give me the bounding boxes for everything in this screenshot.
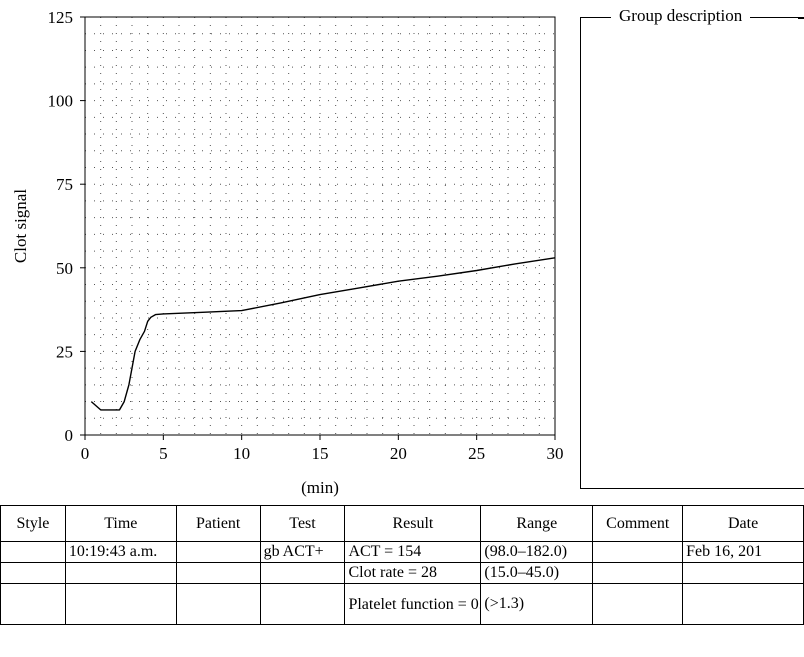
x-tick-label: 0	[81, 444, 90, 463]
cell-result: Platelet function = 0.1	[344, 583, 482, 625]
cell-test	[259, 562, 346, 584]
header-test: Test	[259, 505, 346, 542]
cell-time: 10:19:43 a.m.	[64, 541, 177, 563]
clot-signal-line	[90, 257, 556, 411]
cell-comment	[592, 541, 684, 563]
header-comment: Comment	[592, 505, 684, 542]
cell-style	[0, 583, 66, 625]
cell-time	[64, 562, 177, 584]
x-tick-label: 5	[159, 444, 168, 463]
x-tick-label: 20	[390, 444, 407, 463]
cell-test	[259, 583, 346, 625]
header-date: Date	[682, 505, 804, 542]
cell-patient	[175, 541, 261, 563]
cell-range: (15.0–45.0)	[480, 562, 594, 584]
cell-time	[64, 583, 177, 625]
x-tick-label: 10	[233, 444, 250, 463]
cell-date: Feb 16, 201	[682, 541, 804, 563]
cell-date	[682, 562, 804, 584]
table-header-row: Style Time Patient Test Result Range Com…	[0, 505, 804, 542]
y-tick-label: 0	[65, 426, 74, 445]
cell-result: ACT = 154	[344, 541, 482, 563]
series-group	[90, 257, 556, 411]
legend-dash	[798, 18, 804, 19]
header-time: Time	[64, 505, 177, 542]
cell-comment	[592, 562, 684, 584]
cell-style	[0, 562, 66, 584]
plot-frame	[84, 16, 556, 436]
header-patient: Patient	[175, 505, 261, 542]
x-tick-label: 15	[312, 444, 329, 463]
cell-result: Clot rate = 28	[344, 562, 482, 584]
y-axis: 0 25 50 75 100 125	[48, 8, 85, 445]
cell-comment	[592, 583, 684, 625]
x-axis: 0 5 10 15 20 25 30	[81, 435, 564, 463]
cell-range: (>1.3)	[480, 583, 594, 625]
y-axis-label: Clot signal	[11, 189, 30, 263]
results-table: Style Time Patient Test Result Range Com…	[0, 505, 804, 625]
cell-patient	[175, 583, 261, 625]
table-row: Clot rate = 28 (15.0–45.0)	[0, 562, 804, 584]
cell-date	[682, 583, 804, 625]
header-style: Style	[0, 505, 66, 542]
y-tick-label: 100	[48, 92, 74, 111]
header-range: Range	[480, 505, 594, 542]
cell-test: gb ACT+	[259, 541, 346, 563]
y-tick-label: 50	[56, 259, 73, 278]
x-tick-label: 25	[468, 444, 485, 463]
table-row: Platelet function = 0.1 (>1.3)	[0, 583, 804, 625]
x-axis-label: (min)	[301, 478, 339, 497]
cell-range: (98.0–182.0)	[480, 541, 594, 563]
cell-patient	[175, 562, 261, 584]
table-row: 10:19:43 a.m. gb ACT+ ACT = 154 (98.0–18…	[0, 541, 804, 563]
y-tick-label: 75	[56, 175, 73, 194]
y-tick-label: 125	[48, 8, 74, 27]
x-tick-label: 30	[547, 444, 564, 463]
clot-signal-chart: 0 5 10 15 20 25 30 0 25 50 75 100 125 (min) Clot si…	[11, 8, 564, 497]
group-description-title: Group description	[611, 6, 751, 26]
cell-style	[0, 541, 66, 563]
grid-dots	[85, 17, 555, 435]
group-description-box: Group description	[580, 6, 804, 489]
header-result: Result	[344, 505, 482, 542]
cell-result-text: Platelet function = 0.1	[348, 595, 481, 613]
y-tick-label: 25	[56, 342, 73, 361]
